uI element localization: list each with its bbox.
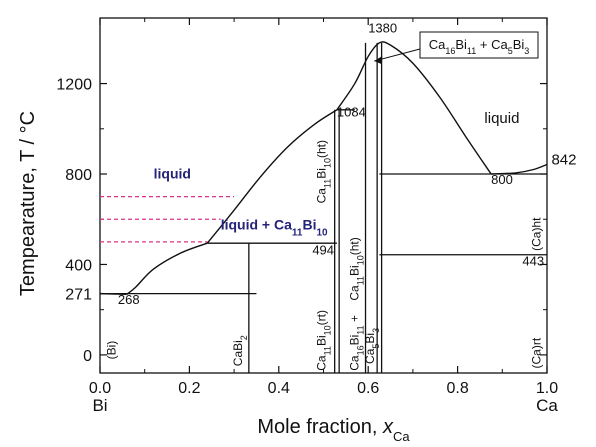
phase-boundary-layer — [99, 41, 548, 373]
point-label: 1084 — [337, 104, 366, 119]
y-tick-label: 800 — [65, 167, 92, 184]
labels-layer: 268 494 1084 1380 800 842 443 liquid liquid liqui… — [105, 21, 577, 371]
y-tick-label: 0 — [83, 348, 92, 365]
dashed-lines-layer — [100, 195, 235, 243]
phase-label: CaBi2 — [231, 335, 249, 366]
phase-label: (Bi) — [105, 341, 119, 360]
y-axis-title: Tempearature, T / °C — [17, 111, 39, 296]
y-tick-label: 1200 — [56, 77, 92, 94]
x-tick-label: 0.2 — [178, 380, 200, 397]
y-tick-label: 400 — [65, 257, 92, 274]
phase-label: Ca11Bi10(rt) — [315, 310, 333, 371]
x-tick-label: 0.0 — [89, 380, 111, 397]
x-axis-title: Mole fraction, xCa — [257, 416, 410, 444]
x-end-label-left: Bi — [92, 396, 107, 415]
liquidus-curve — [126, 242, 208, 295]
axes-layer: 0.0 0.2 0.4 0.6 0.8 1.0 0 400 800 1200 271 Bi Ca Mole… — [17, 17, 558, 444]
phase-label: Ca16Bi11 + — [347, 315, 365, 371]
point-label: 268 — [118, 292, 140, 307]
phase-label: (Ca)ht — [529, 217, 543, 251]
region-label: liquid + Ca11Bi10 — [221, 216, 328, 238]
x-tick-label: 0.6 — [357, 380, 379, 397]
x-tick-label: 1.0 — [536, 380, 558, 397]
point-label: 1380 — [368, 21, 397, 36]
liquidus-curve — [206, 109, 338, 244]
phase-label: Ca11Bi10(ht) — [315, 140, 333, 203]
region-label: liquid — [484, 110, 519, 127]
x-end-label-right: Ca — [536, 396, 558, 415]
callout-box — [419, 31, 539, 59]
x-tick-label: 0.8 — [446, 380, 468, 397]
callout-label: Ca16Bi11 + Ca5Bi3 — [429, 37, 530, 56]
x-tick-label: 0.4 — [268, 380, 290, 397]
callout-arrow-head — [374, 55, 383, 64]
point-label: 800 — [491, 172, 513, 187]
point-label: 494 — [312, 242, 334, 257]
phase-label: (Ca)rt — [529, 337, 543, 368]
point-label: 443 — [522, 254, 544, 269]
y-special-tick-label: 271 — [65, 287, 92, 304]
phase-label: Ca5Bi3 — [363, 328, 381, 364]
region-label: liquid — [154, 166, 191, 182]
phase-label: Ca11Bi10(ht) — [347, 237, 365, 300]
liquidus-curve — [336, 41, 492, 175]
point-label: 842 — [551, 152, 576, 169]
callout-layer: Ca16Bi11 + Ca5Bi3 — [374, 31, 539, 64]
